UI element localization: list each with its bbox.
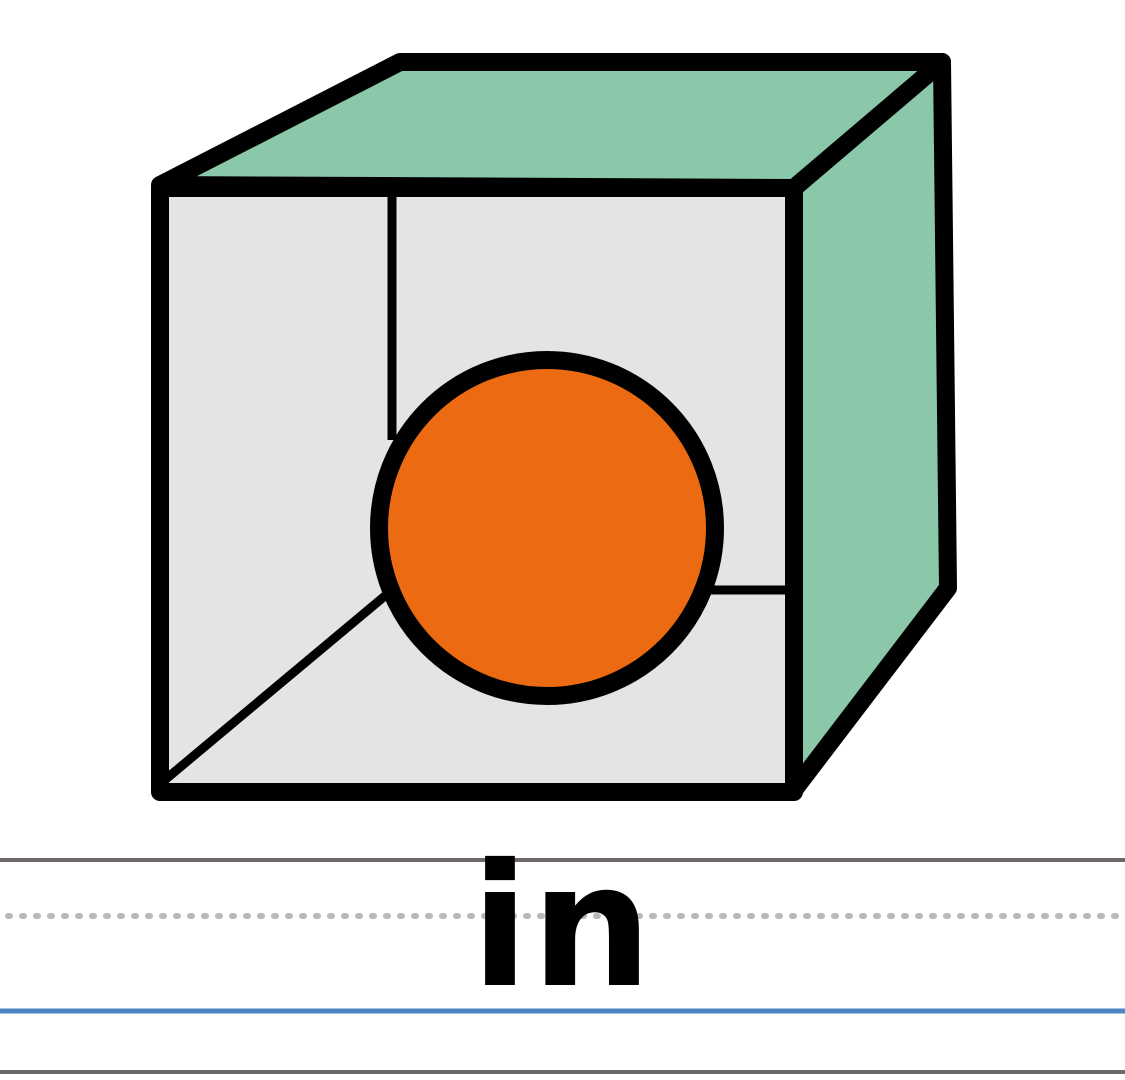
cube-right-face bbox=[785, 53, 957, 799]
word-label: in bbox=[470, 828, 655, 1026]
cube-inner-diagonal-edge bbox=[157, 586, 395, 788]
ball bbox=[370, 351, 724, 705]
